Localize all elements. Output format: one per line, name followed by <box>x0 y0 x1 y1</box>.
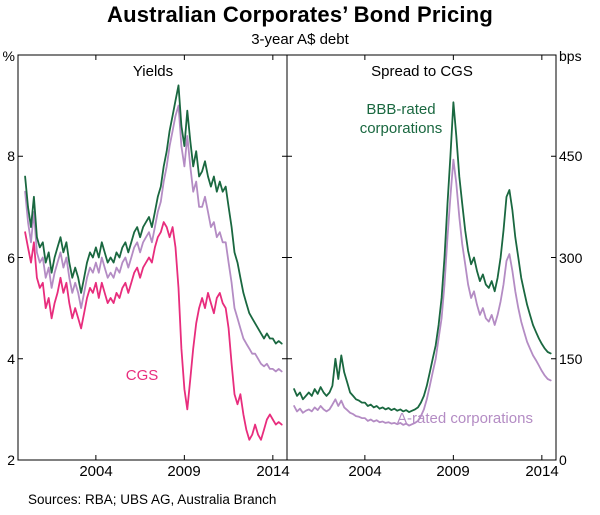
y-tick-label-right-450: 450 <box>559 148 583 164</box>
y-tick-label-right-0: 0 <box>559 452 567 468</box>
x-tick-label: 2009 <box>436 463 470 480</box>
x-tick-label: 2009 <box>167 463 201 480</box>
x-tick-label: 2014 <box>525 463 559 480</box>
y-axis-unit-left: % <box>2 48 15 64</box>
series-label-cgs: CGS <box>125 367 159 384</box>
panel-title-yields: Yields <box>132 63 174 80</box>
x-tick-label: 2004 <box>348 463 382 480</box>
y-tick-label-left-2: 2 <box>7 452 15 468</box>
x-tick-label: 2014 <box>256 463 290 480</box>
series-label-a-rated: A-rated corporations <box>397 410 533 427</box>
series-label-bbb: BBB-rated corporations <box>359 101 443 137</box>
panel-title-spread: Spread to CGS <box>371 63 473 80</box>
sources-note: Sources: RBA; UBS AG, Australia Branch <box>28 492 277 507</box>
y-tick-label-left-6: 6 <box>7 250 15 266</box>
y-tick-label-right-150: 150 <box>559 351 583 367</box>
chart-subtitle: 3-year A$ debt <box>251 31 349 48</box>
y-tick-label-left-8: 8 <box>7 148 15 164</box>
x-tick-label: 2004 <box>79 463 113 480</box>
y-tick-label-left-4: 4 <box>7 351 15 367</box>
y-axis-unit-right: bps <box>559 48 582 64</box>
chart-title: Australian Corporates’ Bond Pricing <box>107 2 493 27</box>
y-tick-label-right-300: 300 <box>559 250 583 266</box>
